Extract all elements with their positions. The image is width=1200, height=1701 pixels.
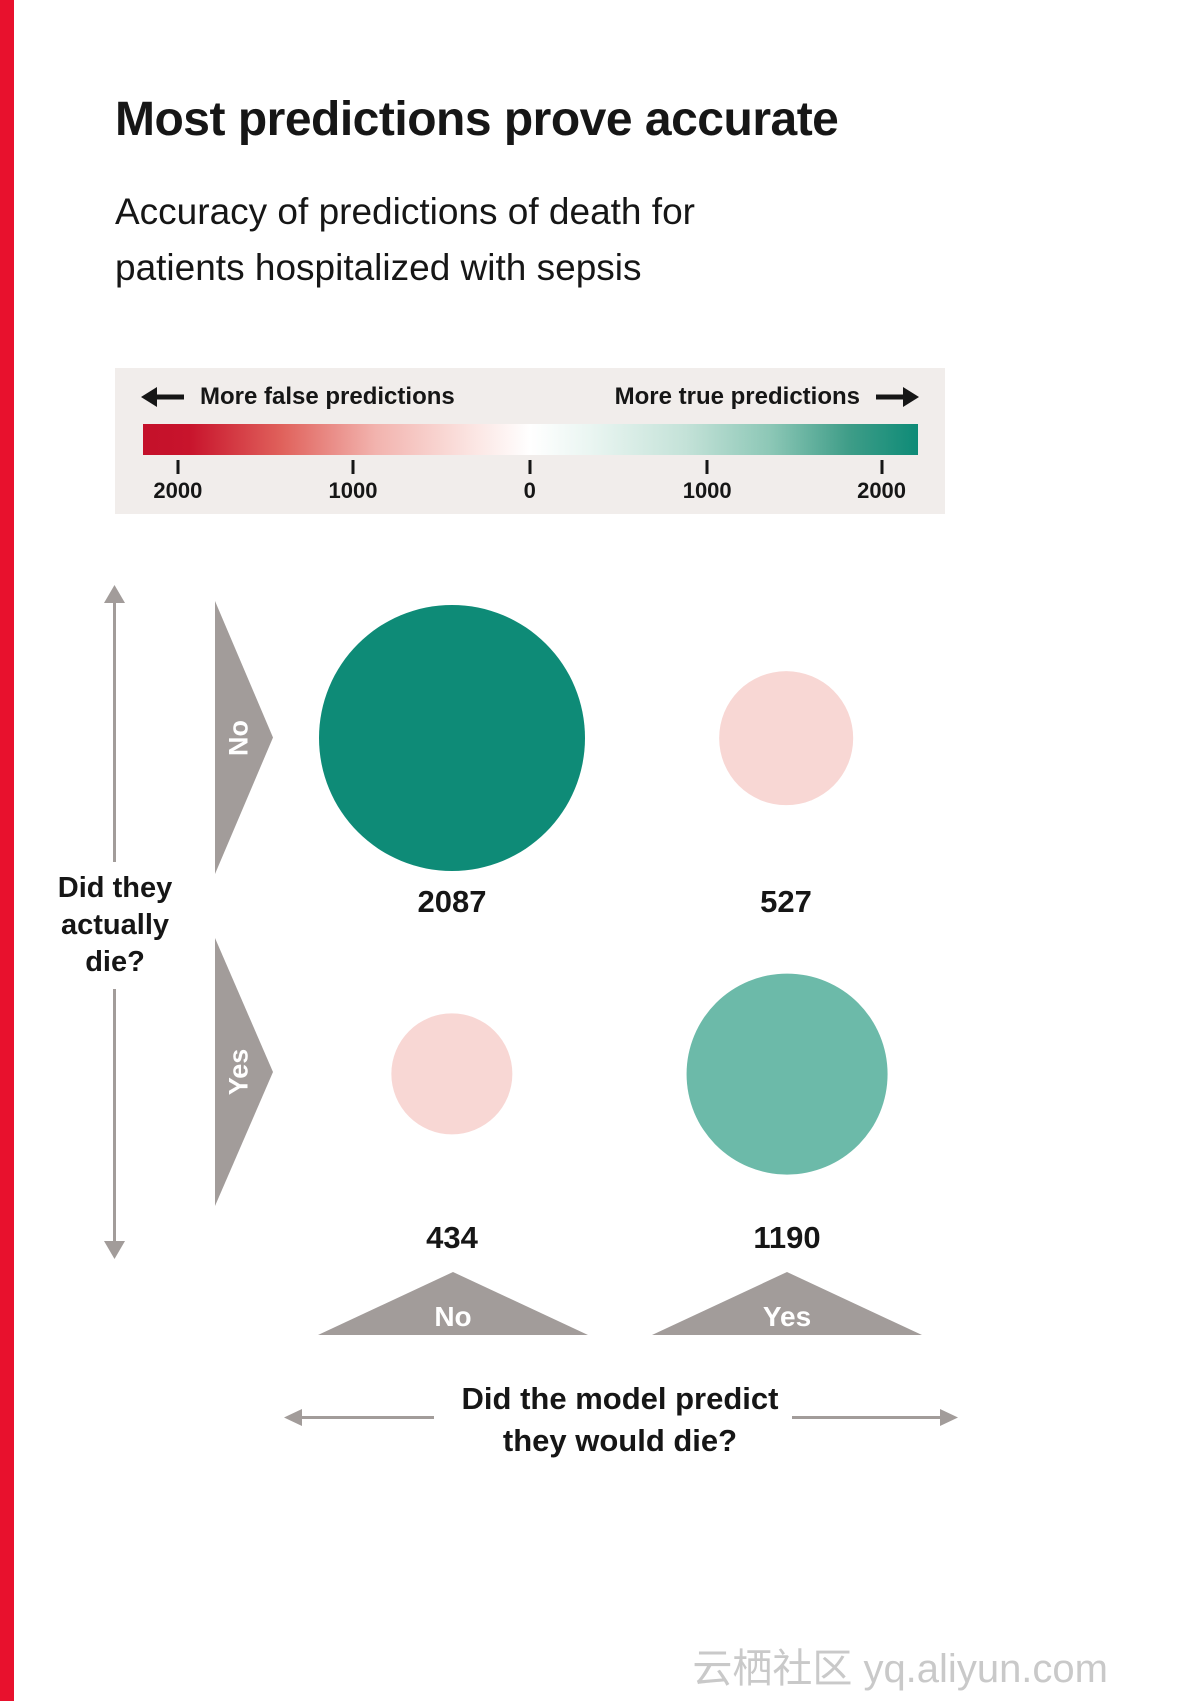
x-axis-arrow-right-icon <box>940 1409 958 1426</box>
scale-ticks <box>143 460 918 474</box>
tick-mark <box>880 460 884 474</box>
column-pointer-yes: Yes <box>652 1272 922 1335</box>
subtitle-line-2: patients hospitalized with sepsis <box>115 247 642 289</box>
tick-label: 0 <box>523 478 536 503</box>
scale-tick-labels: 2000 1000 0 1000 2000 <box>143 478 918 504</box>
row-pointer-no: No <box>215 601 273 874</box>
color-scale-legend: More false predictions More true predict… <box>115 368 945 514</box>
y-axis-arrow-down-icon <box>104 1241 125 1259</box>
tick-mark <box>528 460 532 474</box>
column-label-yes: Yes <box>762 1301 812 1332</box>
y-question-line-1: Did they <box>57 872 173 904</box>
color-gradient-bar <box>143 424 918 455</box>
column-label-no: No <box>434 1301 472 1332</box>
x-axis-question: Did the model predict they would die? <box>440 1378 800 1462</box>
left-arrow-icon <box>141 387 184 407</box>
legend-left-label: More false predictions <box>200 383 455 410</box>
row-pointer-yes: Yes <box>215 938 273 1206</box>
y-axis-question: Did they actually die? <box>35 862 195 990</box>
x-axis-line-right <box>792 1416 942 1419</box>
page-subtitle: Accuracy of predictions of death for pat… <box>115 184 695 296</box>
bubble-actual-no-predicted-no <box>319 605 585 871</box>
tick-mark <box>705 460 709 474</box>
tick-label: 1000 <box>328 478 378 503</box>
tick-label: 2000 <box>857 478 907 503</box>
x-question-line-1: Did the model predict <box>461 1381 779 1416</box>
subtitle-line-1: Accuracy of predictions of death for <box>115 191 695 232</box>
bubble-value-true-yes: 1190 <box>753 1220 821 1255</box>
bubble-actual-no-predicted-yes <box>719 671 853 805</box>
bubble-value-false-no: 434 <box>426 1220 478 1255</box>
right-arrow-icon <box>876 387 919 407</box>
page-title: Most predictions prove accurate <box>115 93 839 146</box>
y-axis-arrow-up-icon <box>104 585 125 603</box>
tick-mark <box>351 460 355 474</box>
tick-label: 2000 <box>153 478 203 503</box>
tick-mark <box>176 460 180 474</box>
legend-labels-row: More false predictions More true predict… <box>140 383 920 410</box>
x-question-line-2: they would die? <box>502 1422 738 1458</box>
bubble-value-false-yes: 527 <box>760 884 812 919</box>
red-accent-stripe <box>0 0 14 1701</box>
watermark: 云栖社区 yq.aliyun.com <box>692 1647 1108 1691</box>
bubble-actual-yes-predicted-no <box>391 1013 513 1135</box>
x-axis-arrow-left-icon <box>284 1409 302 1426</box>
legend-right-label: More true predictions <box>614 383 860 410</box>
x-axis-line-left <box>300 1416 434 1419</box>
bubble-actual-yes-predicted-yes <box>686 973 888 1175</box>
bubble-value-true-no: 2087 <box>417 884 487 919</box>
tick-label: 1000 <box>682 478 732 503</box>
y-question-line-3: die? <box>85 946 145 979</box>
row-label-no: No <box>223 719 254 756</box>
column-pointer-no: No <box>318 1272 588 1335</box>
row-label-yes: Yes <box>223 1048 254 1096</box>
y-question-line-2: actually <box>61 909 169 942</box>
